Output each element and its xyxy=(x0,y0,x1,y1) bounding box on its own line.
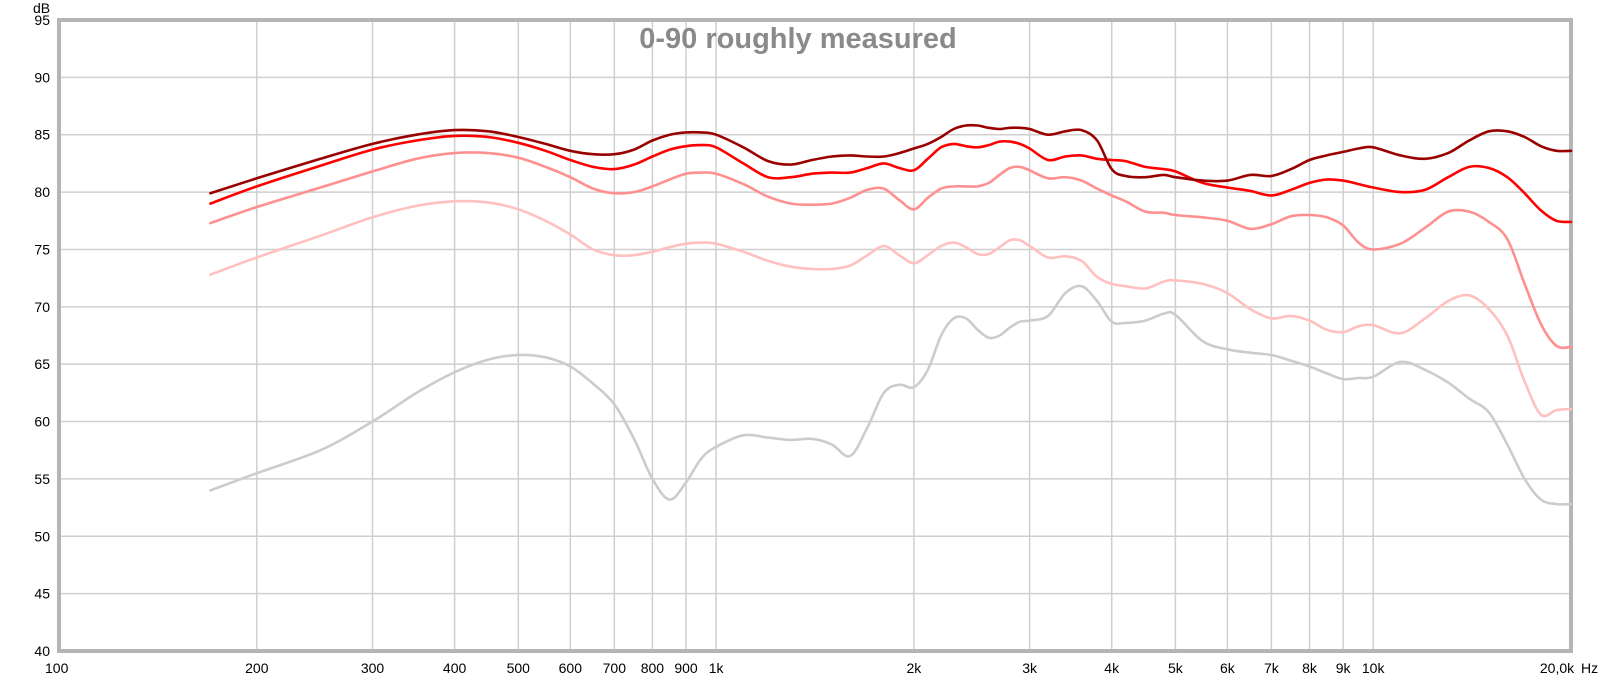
series-line xyxy=(209,284,1573,506)
x-tick-label: 800 xyxy=(641,660,665,676)
series-line xyxy=(209,151,1573,350)
y-tick-label: 90 xyxy=(34,69,50,85)
x-tick-label: 3k xyxy=(1022,660,1038,676)
x-tick-label: 600 xyxy=(559,660,583,676)
x-tick-labels: 100 200 300 400 500 600 700 800 900 1k 2k 3k 4k 5k 6k 7… xyxy=(45,660,1575,676)
x-tick-label: 6k xyxy=(1220,660,1236,676)
x-tick-label: 4k xyxy=(1104,660,1120,676)
series-line xyxy=(209,123,1573,195)
x-tick-label: 300 xyxy=(361,660,385,676)
y-tick-label: 40 xyxy=(34,643,50,659)
y-tick-label: 80 xyxy=(34,184,50,200)
series-line xyxy=(209,134,1573,224)
y-tick-labels: 40 45 50 55 60 65 70 75 80 85 90 95 xyxy=(34,12,50,659)
x-tick-label: 9k xyxy=(1336,660,1352,676)
x-tick-label: 400 xyxy=(443,660,467,676)
series-line xyxy=(209,199,1573,418)
y-tick-label: 60 xyxy=(34,414,50,430)
x-tick-label: 5k xyxy=(1168,660,1184,676)
x-tick-label: 200 xyxy=(245,660,269,676)
x-tick-label: 2k xyxy=(907,660,923,676)
y-tick-label: 55 xyxy=(34,471,50,487)
y-tick-label: 65 xyxy=(34,356,50,372)
x-tick-label: 100 xyxy=(45,660,69,676)
x-tick-label: 500 xyxy=(507,660,531,676)
y-tick-label: 70 xyxy=(34,299,50,315)
x-tick-label: 10k xyxy=(1362,660,1386,676)
y-tick-label: 50 xyxy=(34,528,50,544)
y-tick-label: 85 xyxy=(34,127,50,143)
x-tick-label: 1k xyxy=(709,660,725,676)
series-layer xyxy=(209,123,1573,506)
x-tick-label: 7k xyxy=(1264,660,1280,676)
plot-background xyxy=(59,20,1571,651)
y-tick-label: 45 xyxy=(34,586,50,602)
plot-frame xyxy=(57,18,1573,653)
x-tick-label: 900 xyxy=(674,660,698,676)
y-tick-label: 95 xyxy=(34,12,50,28)
x-tick-label: 8k xyxy=(1302,660,1318,676)
x-tick-label: 700 xyxy=(603,660,627,676)
x-tick-label: 20,0k xyxy=(1540,660,1575,676)
y-tick-label: 75 xyxy=(34,241,50,257)
x-axis-unit-label: Hz xyxy=(1581,660,1598,676)
grid-lines xyxy=(59,20,1571,651)
y-axis-label: dB xyxy=(33,0,50,16)
chart-title: 0-90 roughly measured xyxy=(639,23,957,55)
